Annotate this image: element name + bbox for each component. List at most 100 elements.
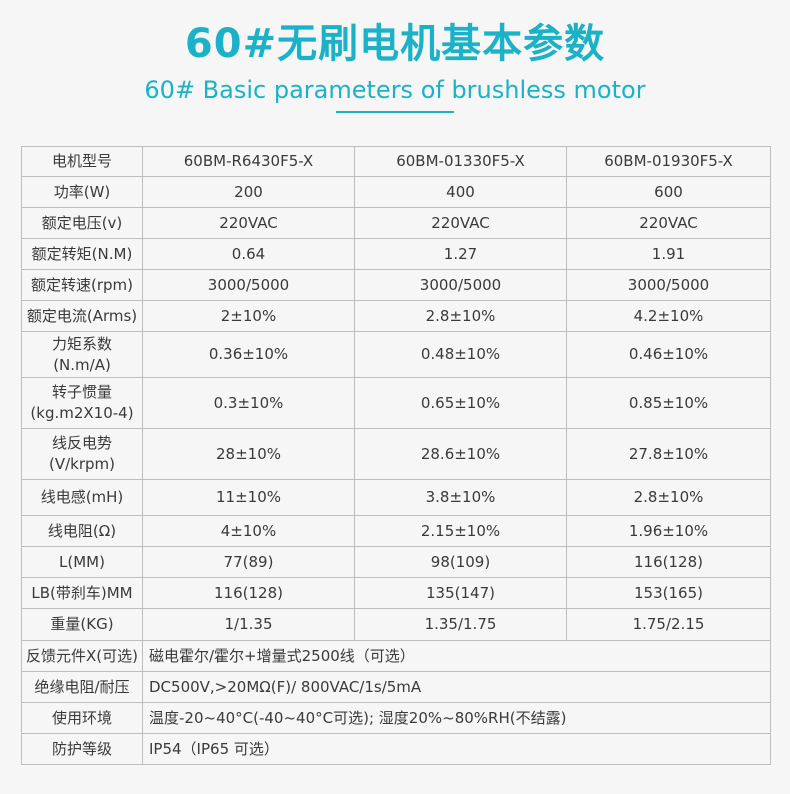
model-header-label: 电机型号 [21, 146, 143, 177]
value-cell: 220VAC [142, 207, 355, 239]
table-row: 额定电压(v) 220VAC 220VAC 220VAC [21, 207, 771, 239]
title-underline [336, 111, 454, 113]
row-label-text: L(MM) [59, 552, 105, 571]
table-row: 额定转矩(N.M) 0.64 1.27 1.91 [21, 238, 771, 270]
value-cell: 3.8±10% [354, 479, 567, 516]
table-row: 转子惯量 (kg.m2X10-4) 0.3±10% 0.65±10% 0.85±10% [21, 377, 771, 429]
row-label: LB(带刹车)MM [21, 577, 143, 609]
value-cell: 77(89) [142, 546, 355, 578]
row-label: 额定转速(rpm) [21, 269, 143, 301]
row-label: 线电阻(Ω) [21, 515, 143, 547]
value-cell: 2±10% [142, 300, 355, 332]
model-name-cell: 60BM-R6430F5-X [142, 146, 355, 177]
page-title: 60#无刷电机基本参数 [184, 21, 606, 67]
value-cell: 1.75/2.15 [566, 608, 771, 641]
page-header: 60#无刷电机基本参数 60# Basic parameters of brus… [0, 0, 790, 146]
value-cell: 27.8±10% [566, 428, 771, 480]
row-label-text: 力矩系数 [51, 334, 112, 353]
row-label: 线反电势 (V/krpm) [21, 428, 143, 480]
row-label-text: 额定转速(rpm) [30, 275, 133, 294]
row-label-text: 额定电流(Arms) [26, 306, 138, 325]
row-label: 额定电压(v) [21, 207, 143, 239]
value-cell: 0.3±10% [142, 377, 355, 429]
row-label: 反馈元件X(可选) [21, 640, 143, 672]
row-label-text: 线反电势 [51, 434, 112, 452]
row-label-text: 额定电压(v) [41, 213, 123, 232]
table-row: 绝缘电阻/耐压 DC500V,>20MΩ(F)/ 800VAC/1s/5mA [21, 671, 771, 703]
row-label-text: LB(带刹车)MM [31, 583, 133, 602]
row-label-text: 转子惯量 [51, 383, 112, 401]
value-cell: 3000/5000 [142, 269, 355, 301]
value-cell: 1/1.35 [142, 608, 355, 641]
table-row: 额定转速(rpm) 3000/5000 3000/5000 3000/5000 [21, 269, 771, 301]
value-cell: 200 [142, 176, 355, 208]
row-label: 额定转矩(N.M) [21, 238, 143, 270]
row-label-text: 线电阻(Ω) [47, 521, 117, 540]
value-cell: 0.65±10% [354, 377, 567, 429]
value-cell: 116(128) [566, 546, 771, 578]
value-cell: 28.6±10% [354, 428, 567, 480]
value-cell: 1.96±10% [566, 515, 771, 547]
table-row: 线电阻(Ω) 4±10% 2.15±10% 1.96±10% [21, 515, 771, 547]
table-row: 线反电势 (V/krpm) 28±10% 28.6±10% 27.8±10% [21, 428, 771, 480]
value-cell: 0.48±10% [354, 331, 567, 378]
value-cell: 0.85±10% [566, 377, 771, 429]
value-cell: 0.36±10% [142, 331, 355, 378]
value-cell: 3000/5000 [566, 269, 771, 301]
row-label-unit: (V/krpm) [48, 455, 115, 473]
table-row: 防护等级 IP54（IP65 可选） [21, 733, 771, 765]
table-row: 功率(W) 200 400 600 [21, 176, 771, 208]
row-label: 力矩系数 (N.m/A) [21, 331, 143, 378]
value-cell: 11±10% [142, 479, 355, 516]
spanning-value-cell: IP54（IP65 可选） [142, 733, 771, 765]
value-cell: 2.8±10% [354, 300, 567, 332]
spec-table: 电机型号 60BM-R6430F5-X 60BM-01330F5-X 60BM-019… [21, 146, 771, 765]
table-row: 额定电流(Arms) 2±10% 2.8±10% 4.2±10% [21, 300, 771, 332]
page-subtitle: 60# Basic parameters of brushless motor [144, 76, 646, 104]
spanning-value-cell: 温度-20~40°C(-40~40°C可选); 湿度20%~80%RH(不结露) [142, 702, 771, 734]
row-label: 功率(W) [21, 176, 143, 208]
spanning-value-cell: DC500V,>20MΩ(F)/ 800VAC/1s/5mA [142, 671, 771, 703]
row-label-unit: (kg.m2X10-4) [30, 404, 134, 422]
row-label: 使用环境 [21, 702, 143, 734]
table-row: 线电感(mH) 11±10% 3.8±10% 2.8±10% [21, 479, 771, 516]
spanning-value-cell: 磁电霍尔/霍尔+增量式2500线（可选） [142, 640, 771, 672]
value-cell: 2.8±10% [566, 479, 771, 516]
value-cell: 116(128) [142, 577, 355, 609]
value-cell: 0.64 [142, 238, 355, 270]
row-label-text: 功率(W) [53, 182, 111, 201]
value-cell: 1.91 [566, 238, 771, 270]
row-label: 额定电流(Arms) [21, 300, 143, 332]
value-cell: 1.27 [354, 238, 567, 270]
row-label-text: 线电感(mH) [40, 488, 124, 506]
value-cell: 28±10% [142, 428, 355, 480]
value-cell: 153(165) [566, 577, 771, 609]
value-cell: 98(109) [354, 546, 567, 578]
row-label: 绝缘电阻/耐压 [21, 671, 143, 703]
value-cell: 4.2±10% [566, 300, 771, 332]
value-cell: 2.15±10% [354, 515, 567, 547]
table-row: 使用环境 温度-20~40°C(-40~40°C可选); 湿度20%~80%RH(… [21, 702, 771, 734]
value-cell: 135(147) [354, 577, 567, 609]
model-name-cell: 60BM-01930F5-X [566, 146, 771, 177]
table-row: L(MM) 77(89) 98(109) 116(128) [21, 546, 771, 578]
row-label: 防护等级 [21, 733, 143, 765]
row-label-unit: (N.m/A) [53, 355, 111, 374]
row-label: 线电感(mH) [21, 479, 143, 516]
table-row: 反馈元件X(可选) 磁电霍尔/霍尔+增量式2500线（可选） [21, 640, 771, 672]
table-row: 力矩系数 (N.m/A) 0.36±10% 0.48±10% 0.46±10% [21, 331, 771, 378]
value-cell: 1.35/1.75 [354, 608, 567, 641]
table-header-row: 电机型号 60BM-R6430F5-X 60BM-01330F5-X 60BM-019… [21, 146, 771, 177]
value-cell: 4±10% [142, 515, 355, 547]
row-label: 重量(KG) [21, 608, 143, 641]
value-cell: 600 [566, 176, 771, 208]
table-row: 重量(KG) 1/1.35 1.35/1.75 1.75/2.15 [21, 608, 771, 641]
value-cell: 220VAC [354, 207, 567, 239]
model-name-cell: 60BM-01330F5-X [354, 146, 567, 177]
table-row: LB(带刹车)MM 116(128) 135(147) 153(165) [21, 577, 771, 609]
row-label-text: 重量(KG) [50, 615, 114, 633]
value-cell: 400 [354, 176, 567, 208]
row-label-text: 额定转矩(N.M) [31, 244, 133, 263]
value-cell: 0.46±10% [566, 331, 771, 378]
row-label: 转子惯量 (kg.m2X10-4) [21, 377, 143, 429]
